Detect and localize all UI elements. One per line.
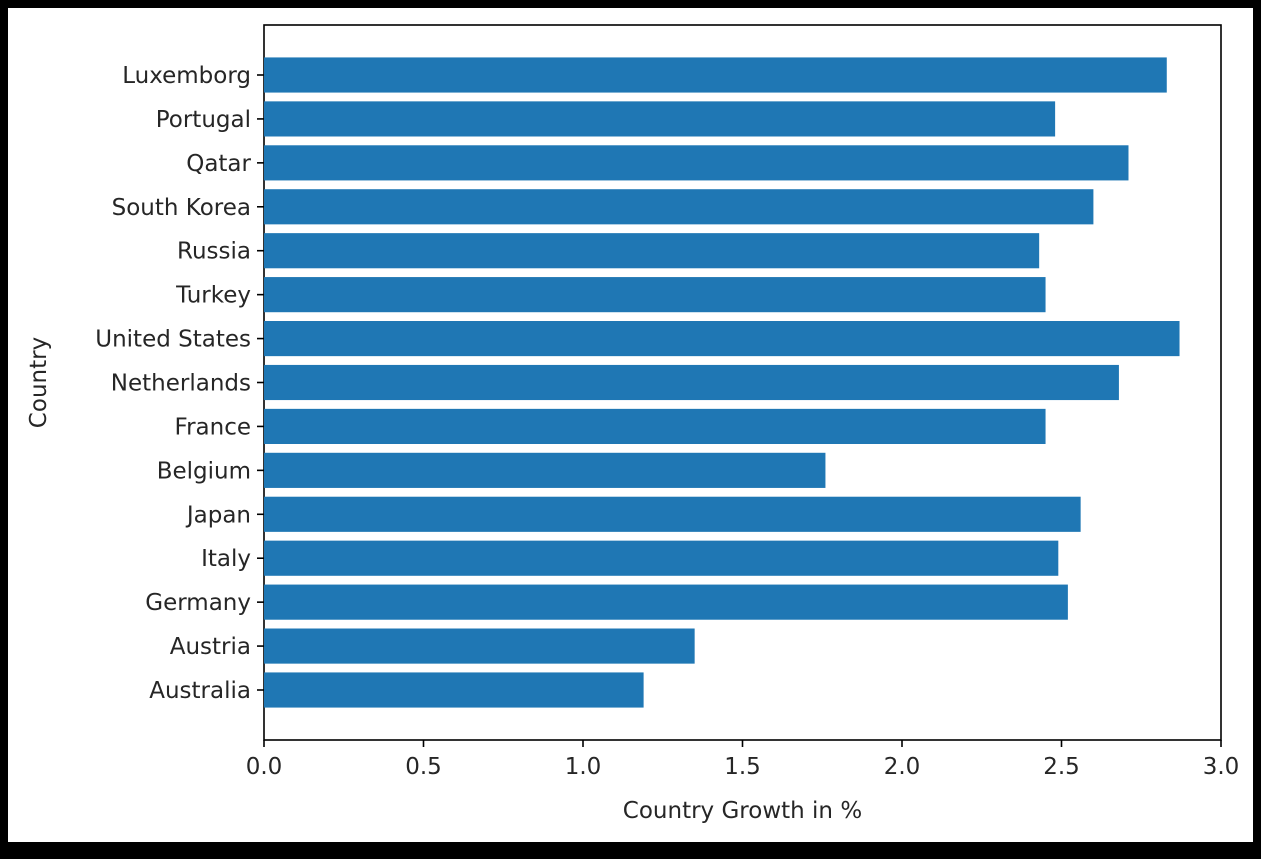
x-tick-label: 0.5 [405, 754, 442, 780]
y-tick-label: Qatar [186, 151, 251, 177]
x-tick-label: 3.0 [1203, 754, 1240, 780]
bar-chart: Australia Austria Germany Italy Japan Belgium… [26, 24, 1240, 824]
x-axis-title: Country Growth in % [623, 798, 862, 824]
y-tick-label: Belgium [157, 458, 251, 484]
bar-portugal [264, 101, 1056, 137]
bar-united-states [264, 321, 1180, 357]
y-tick-label: South Korea [112, 195, 251, 221]
y-tick-label: Japan [185, 502, 251, 528]
bar-france [264, 408, 1046, 444]
y-tick-label: Russia [177, 239, 251, 265]
y-tick-label: Australia [149, 678, 251, 704]
x-tick-label: 1.5 [724, 754, 761, 780]
y-tick-label: Austria [170, 634, 251, 660]
bar-south-korea [264, 189, 1094, 225]
y-tick-label: Turkey [175, 283, 251, 309]
bar-austria [264, 628, 695, 664]
y-axis-title: Country [26, 337, 52, 428]
bar-netherlands [264, 364, 1119, 401]
bar-australia [264, 672, 644, 708]
chart-figure: Australia Austria Germany Italy Japan Belgium… [8, 8, 1253, 842]
x-tick-label: 1.0 [565, 754, 602, 780]
bar-turkey [264, 277, 1046, 313]
bar-japan [264, 496, 1081, 532]
y-tick-label: United States [95, 327, 251, 353]
y-tick-label: Italy [201, 546, 251, 572]
bar-belgium [264, 452, 826, 488]
y-tick-label: Portugal [156, 107, 251, 133]
bar-luxemborg [264, 57, 1167, 93]
bar-russia [264, 233, 1040, 269]
y-tick-label: Luxemborg [122, 63, 251, 89]
y-tick-label: Netherlands [111, 371, 251, 397]
bar-italy [264, 540, 1059, 576]
y-tick-label: Germany [145, 590, 251, 616]
x-tick-label: 2.5 [1043, 754, 1080, 780]
bar-qatar [264, 145, 1129, 181]
y-tick-label: France [175, 414, 251, 440]
x-tick-label: 0.0 [246, 754, 283, 780]
x-tick-label: 2.0 [884, 754, 921, 780]
bar-germany [264, 584, 1068, 620]
